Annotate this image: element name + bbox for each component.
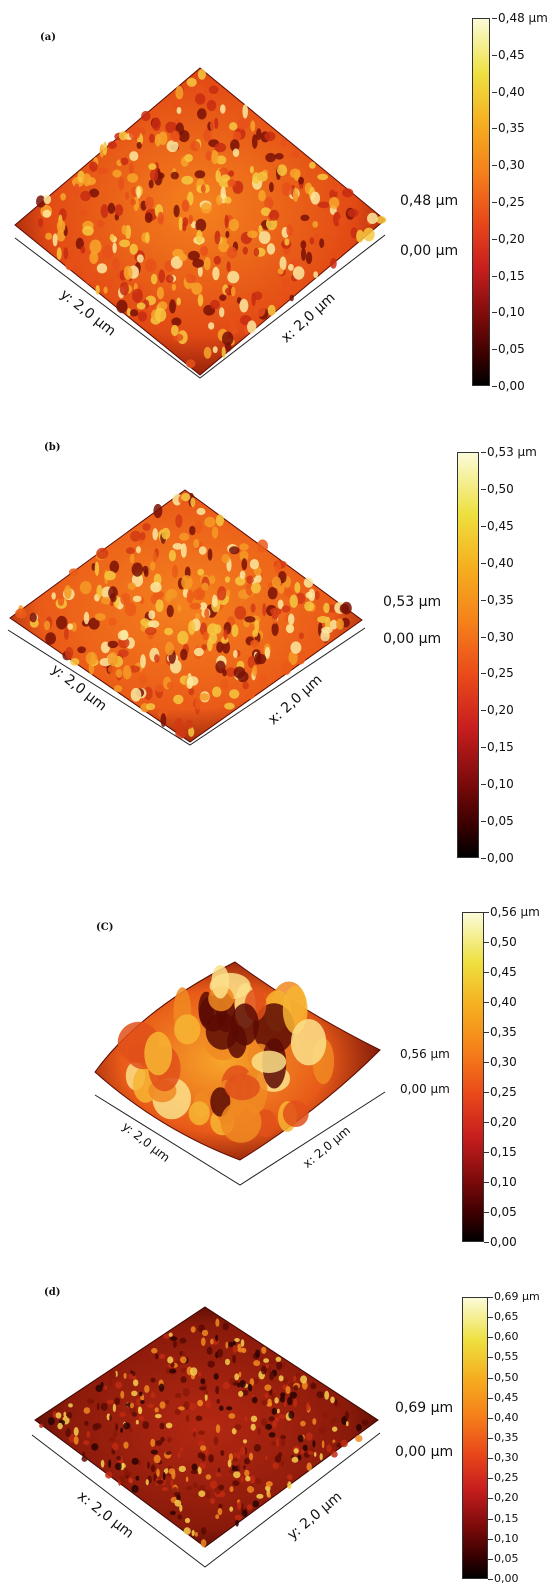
color-scale-tick-label: 0,45 [481,518,514,533]
afm-surface-image [14,67,387,379]
color-scale-tick-label: 0,53 µm [481,445,537,459]
color-scale-tick-label: 0,30 [492,158,525,173]
afm-surface-image [31,1306,381,1568]
afm-panel-a: (a) y: 2,0 µm x: 2,0 µm 0,48 µm 0,00 µm … [0,0,558,400]
color-scale-tick-label: 0,40 [481,555,514,570]
color-scale-tick-label: 0,10 [484,1175,517,1189]
color-scale-tick-label: 0,25 [492,195,525,209]
afm-surface-image [7,489,366,746]
color-scale-tick-label: 0,30 [488,1451,519,1465]
afm-panel-b: (b) y: 2,0 µm x: 2,0 µm 0,53 µm 0,00 µm … [0,430,558,870]
afm-panel-d: (d) x: 2,0 µm y: 2,0 µm 0,69 µm 0,00 µm … [0,1285,558,1587]
color-scale-tick-label: 0,00 [484,1235,517,1249]
color-scale-tick-label: 0,60 [488,1330,519,1344]
color-scale-tick-label: 0,00 [488,1572,519,1585]
color-scale-tick-label: 0,40 [488,1410,519,1424]
panel-label: (C) [96,922,114,933]
color-scale-tick-label: 0,25 [481,666,514,681]
color-scale-tick-label: 0,25 [484,1085,517,1099]
panel-label: (d) [44,1287,61,1298]
afm-surface-image [94,961,386,1186]
panel-label: (a) [40,32,56,43]
color-scale-tick-label: 0,25 [488,1471,519,1485]
color-scale-tick-label: 0,35 [488,1431,519,1444]
color-scale-tick-label: 0,45 [492,47,525,62]
color-scale-tick-label: 0,20 [492,231,525,246]
color-scale-tick-label: 0,30 [484,1055,517,1069]
height-max-label: 0,53 µm [383,594,442,610]
color-scale-tick-label: 0,48 µm [492,11,548,25]
height-min-label: 0,00 µm [395,1444,454,1460]
color-scale-tick-label: 0,35 [492,121,525,136]
color-scale-bar [472,18,490,386]
color-scale-tick-label: 0,50 [488,1370,519,1384]
height-max-label: 0,69 µm [395,1400,454,1416]
color-scale-tick-label: 0,15 [488,1511,519,1525]
color-scale-tick-label: 0,15 [484,1145,517,1159]
height-min-label: 0,00 µm [400,243,459,259]
color-scale-tick-label: 0,05 [492,342,525,357]
color-scale-tick-label: 0,20 [481,703,514,718]
color-scale-tick-label: 0,20 [484,1115,517,1129]
color-scale-bar [462,912,484,1242]
color-scale-tick-label: 0,50 [481,481,514,496]
color-scale-tick-label: 0,05 [488,1551,519,1565]
color-scale-tick-label: 0,45 [488,1390,519,1404]
color-scale-tick-label: 0,00 [492,379,525,393]
color-scale-tick-label: 0,65 [488,1310,519,1324]
color-scale-tick-label: 0,00 [481,851,514,865]
panel-label: (b) [44,442,61,453]
color-scale-tick-label: 0,15 [481,740,514,755]
color-scale-tick-label: 0,45 [484,965,517,979]
color-scale-tick-label: 0,35 [481,592,514,607]
color-scale-tick-label: 0,30 [481,629,514,644]
height-min-label: 0,00 µm [383,631,442,647]
color-scale-tick-label: 0,40 [484,995,517,1009]
height-max-label: 0,56 µm [400,1047,450,1061]
color-scale-tick-label: 0,10 [481,777,514,792]
color-scale-tick-label: 0,20 [488,1491,519,1505]
color-scale-tick-label: 0,15 [492,268,525,283]
color-scale-tick-label: 0,10 [488,1531,519,1545]
color-scale-bar [462,1297,488,1579]
color-scale-tick-label: 0,05 [481,814,514,829]
color-scale-tick-label: 0,50 [484,935,517,949]
height-max-label: 0,48 µm [400,193,459,209]
color-scale-bar [457,452,479,858]
color-scale-tick-label: 0,55 [488,1350,519,1364]
color-scale-tick-label: 0,35 [484,1025,517,1039]
afm-panel-c: (C) y: 2,0 µm x: 2,0 µm 0,56 µm 0,00 µm … [0,900,558,1280]
color-scale-tick-label: 0,40 [492,84,525,99]
color-scale-tick-label: 0,56 µm [484,905,540,919]
color-scale-tick-label: 0,69 µm [488,1290,540,1303]
color-scale-tick-label: 0,05 [484,1205,517,1219]
color-scale-tick-label: 0,10 [492,305,525,320]
height-min-label: 0,00 µm [400,1082,450,1096]
